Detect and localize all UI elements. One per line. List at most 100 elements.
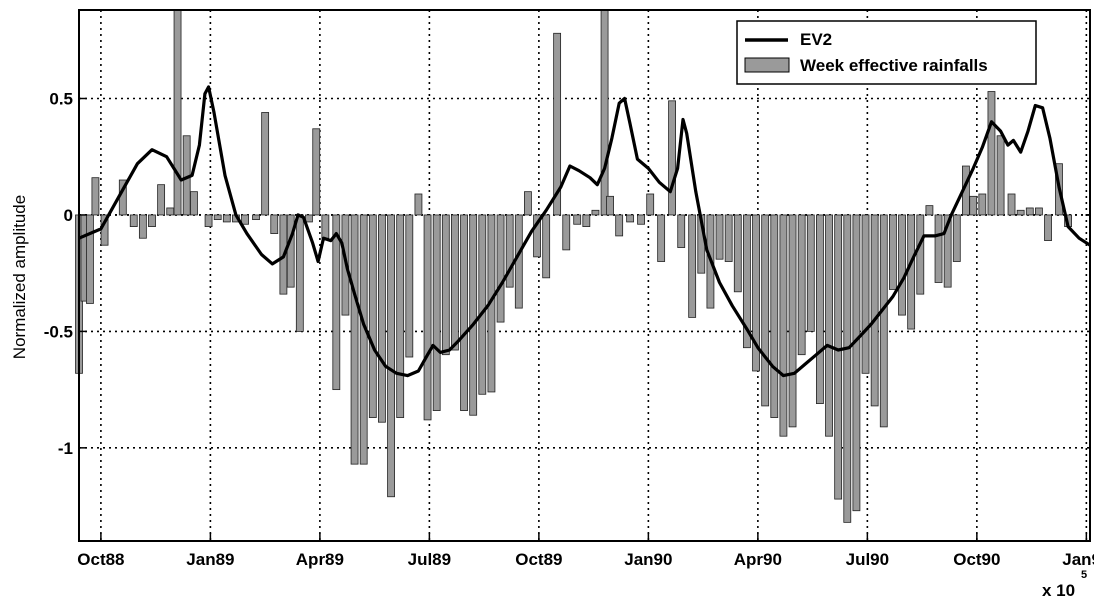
rainfall-bar [91, 177, 100, 216]
y-tick-label: -0.5 [44, 322, 73, 341]
rainfall-bar [715, 214, 724, 260]
y-tick-label: -1 [58, 439, 73, 458]
rainfall-bar [657, 214, 666, 262]
rainfall-bar [387, 214, 395, 498]
rainfall-bar [533, 214, 541, 258]
x-multiplier-exponent: 5 [1081, 569, 1087, 581]
x-tick-label: Oct89 [515, 550, 562, 569]
rainfall-bar [305, 214, 313, 223]
ev2-line-layer [78, 85, 1091, 378]
rainfall-bar [405, 214, 414, 358]
rainfall-bar [368, 214, 377, 418]
rainfall-bar [350, 214, 359, 465]
rainfall-bar [241, 214, 249, 225]
x-multiplier-label: x 10 [1042, 581, 1075, 600]
rainfall-bar [600, 9, 609, 216]
rainfall-bar [321, 214, 330, 239]
rainfall-bar [1007, 193, 1016, 216]
rainfall-bar [441, 214, 450, 356]
rainfall-bar [451, 214, 459, 351]
rainfall-bar [1035, 207, 1043, 216]
rainfall-bar [514, 214, 523, 309]
rainfall-bar [478, 214, 487, 395]
x-tick-label: Jul90 [846, 550, 889, 569]
rainfall-bar [252, 214, 260, 221]
rainfall-bar [852, 214, 861, 512]
rainfall-bar [934, 214, 943, 283]
rainfall-bar [752, 214, 760, 372]
x-tick-label: Jan91 [1062, 550, 1094, 569]
rainfall-bar [157, 184, 166, 216]
rainfall-bar [542, 214, 551, 279]
rainfall-bar [396, 214, 405, 418]
rainfall-bar [295, 214, 304, 332]
rainfall-bar [496, 214, 505, 323]
rainfall-bar [615, 214, 624, 237]
rainfall-bar [925, 205, 934, 216]
x-tick-label: Apr90 [734, 550, 782, 569]
rainfall-bars [75, 9, 1073, 523]
y-tick-label: 0 [64, 206, 73, 225]
rainfall-bar [969, 195, 978, 216]
rainfall-bar [834, 214, 843, 500]
rainfall-bar [460, 214, 468, 411]
rainfall-bar [806, 214, 815, 332]
rainfall-bar [987, 91, 996, 216]
rainfall-bar [688, 214, 697, 318]
rainfall-bar [414, 193, 423, 216]
ev2-line [78, 85, 1091, 378]
rainfall-bar [779, 214, 788, 437]
rainfall-bar [724, 214, 733, 262]
legend-label-ev2: EV2 [800, 30, 832, 49]
rainfall-bar [952, 214, 961, 262]
rainfall-bar [788, 214, 797, 428]
rainfall-bar [573, 214, 582, 225]
x-tick-label: Oct88 [77, 550, 124, 569]
rainfall-bar [562, 214, 571, 251]
rainfall-bar [770, 214, 779, 418]
rainfall-bar [626, 214, 635, 223]
rainfall-bar [582, 214, 591, 227]
rainfall-bar [797, 214, 806, 356]
legend-box [736, 20, 1037, 85]
rainfall-bar [213, 214, 222, 221]
x-tick-label: Oct90 [953, 550, 1000, 569]
rainfall-bar [222, 214, 231, 223]
rainfall-bar [432, 214, 441, 411]
rainfall-bar [190, 191, 198, 216]
rainfall-bar [138, 214, 147, 239]
rainfall-bar [378, 214, 386, 423]
rainfall-bar [943, 214, 952, 288]
rainfall-bar [761, 214, 770, 407]
y-tick-label: 0.5 [49, 90, 73, 109]
rainfall-bar [816, 214, 824, 404]
rainfall-bar [870, 214, 879, 407]
rainfall-bar [861, 214, 870, 374]
rainfall-bar [359, 214, 368, 465]
rainfall-bar [469, 214, 478, 416]
rainfall-bar [743, 214, 751, 349]
y-axis-label: Normalized amplitude [10, 195, 29, 359]
x-tick-label: Jul89 [408, 550, 451, 569]
rainfall-bar [332, 214, 341, 391]
rainfall-bar [173, 9, 182, 216]
rainfall-bar [733, 214, 742, 293]
plot-frame [78, 9, 1091, 542]
rainfall-bar [606, 195, 614, 216]
rainfall-bar [898, 214, 906, 316]
rainfall-bar [1025, 207, 1034, 216]
rainfall-bar [996, 135, 1005, 216]
rainfall-bar [204, 214, 213, 227]
rainfall-bar [907, 214, 916, 330]
legend-label-rainfall: Week effective rainfalls [800, 56, 988, 75]
rainfall-bar [889, 214, 897, 290]
rainfall-bar [916, 214, 925, 295]
x-tick-label: Jan89 [186, 550, 234, 569]
rainfall-bar [1016, 209, 1025, 216]
legend: EV2 Week effective rainfalls [736, 20, 1037, 85]
rainfall-bar [423, 214, 432, 421]
axes: 0.5 0 -0.5 -1 Oct88 Jan89 Apr89 Jul89 Oct89 Jan90… [44, 9, 1094, 569]
rainfall-bar [677, 214, 686, 248]
x-tick-label: Apr89 [296, 550, 344, 569]
rainfall-bar [553, 32, 562, 216]
